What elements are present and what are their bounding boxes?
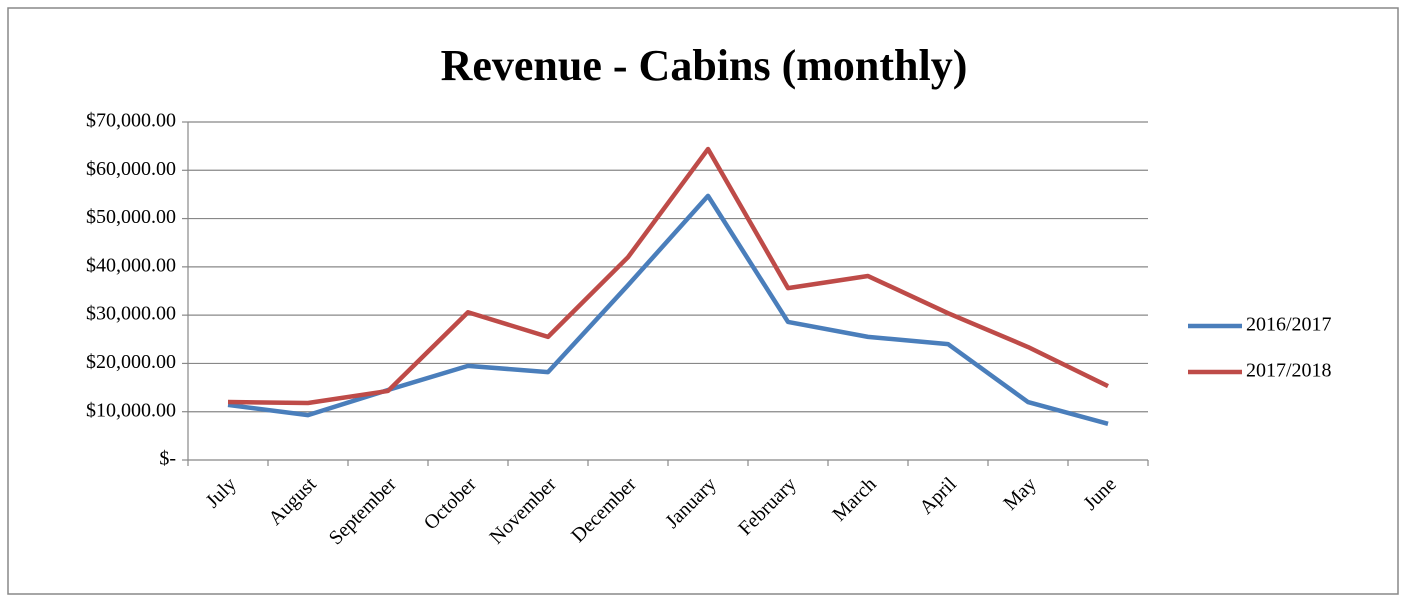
y-tick-label: $50,000.00 [86, 206, 176, 228]
legend-label: 2017/2018 [1246, 360, 1332, 382]
y-tick-label: $60,000.00 [86, 158, 176, 180]
y-tick-label: $10,000.00 [86, 399, 176, 421]
y-tick-label: $30,000.00 [86, 303, 176, 325]
y-tick-label: $40,000.00 [86, 254, 176, 276]
chart-title: Revenue - Cabins (monthly) [441, 41, 968, 90]
y-tick-label: $70,000.00 [86, 110, 176, 132]
series-line [227, 146, 1109, 406]
legend-label: 2016/2017 [1246, 314, 1332, 336]
y-tick-label: $- [159, 448, 176, 470]
chart-frame [7, 7, 1399, 595]
y-tick-label: $20,000.00 [86, 351, 176, 373]
